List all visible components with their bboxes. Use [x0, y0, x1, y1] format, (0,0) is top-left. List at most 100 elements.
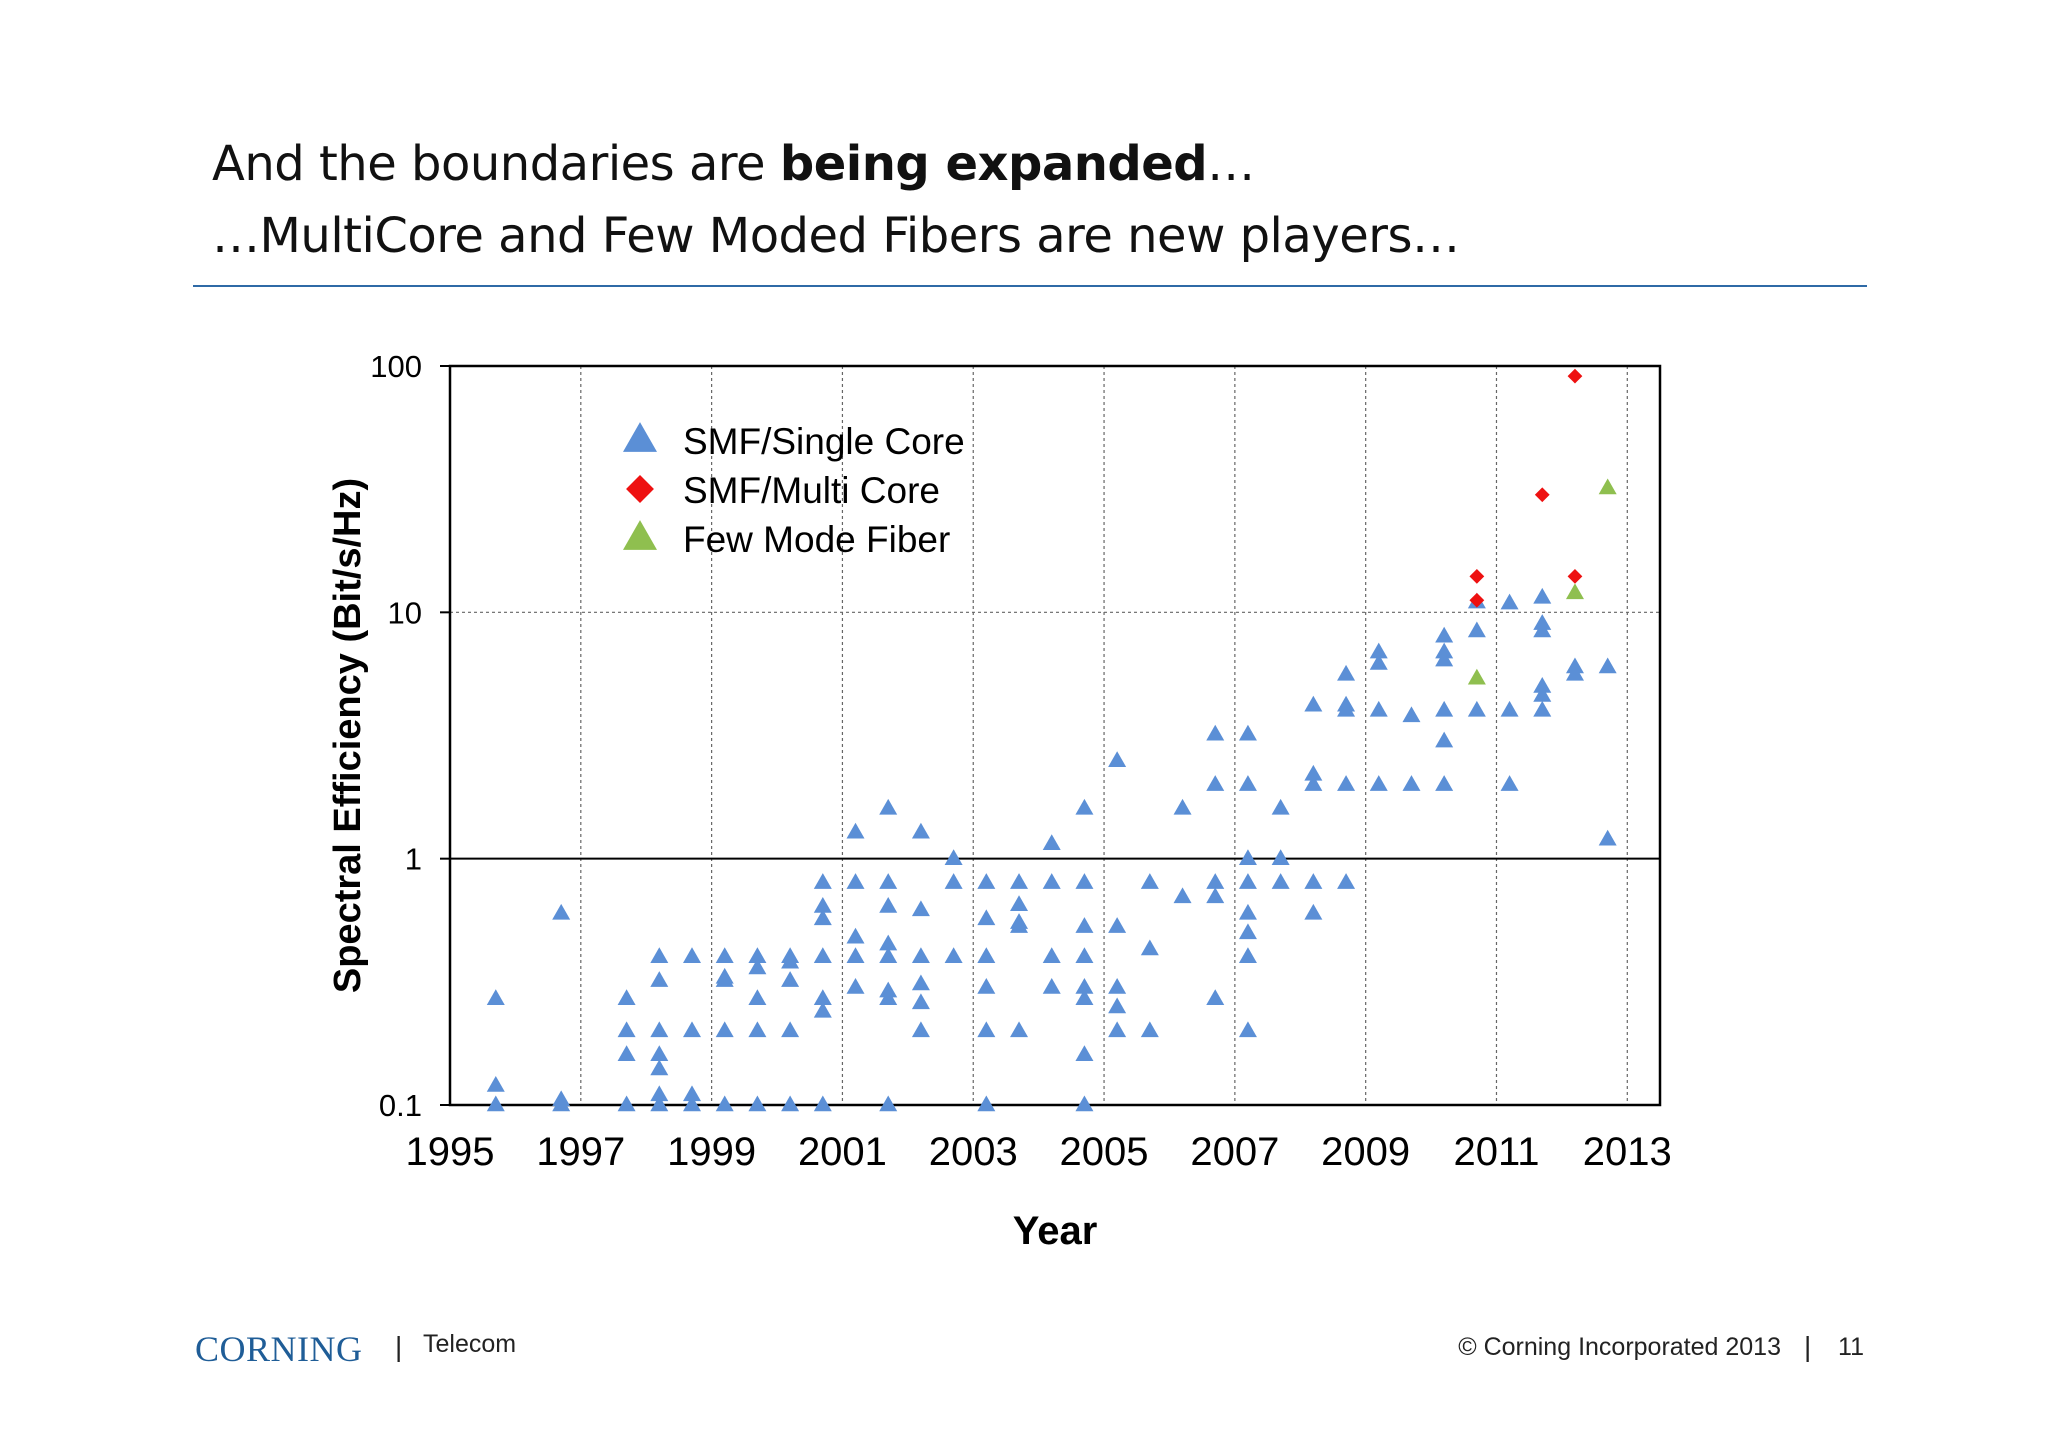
data-point [1369, 654, 1388, 670]
corning-logo: CORNING [195, 1329, 363, 1369]
data-point [1337, 775, 1356, 791]
data-points [486, 368, 1617, 1112]
data-point [977, 909, 996, 926]
y-tick-label: 1 [405, 842, 422, 877]
data-point [1435, 626, 1454, 643]
data-point [944, 947, 963, 963]
data-point [683, 1021, 701, 1038]
data-point [748, 1095, 767, 1112]
data-point [486, 1095, 505, 1112]
data-point [879, 989, 898, 1006]
x-tick-label: 1999 [667, 1130, 756, 1174]
data-point [552, 1095, 571, 1112]
data-point [683, 1085, 701, 1102]
data-point [977, 873, 996, 889]
data-point [1010, 1021, 1029, 1038]
data-point [813, 873, 832, 889]
x-tick-label: 2005 [1060, 1130, 1149, 1174]
data-point [1075, 873, 1094, 889]
data-point [486, 1076, 505, 1092]
data-point [683, 947, 701, 963]
data-point [1042, 834, 1061, 851]
y-tick-label: 0.1 [379, 1088, 422, 1123]
x-tick-label: 1995 [406, 1130, 495, 1174]
data-point [650, 1085, 669, 1102]
footer-division: Telecom [423, 1330, 517, 1358]
data-point [1598, 657, 1617, 674]
data-point [781, 1021, 800, 1038]
data-point [1042, 873, 1061, 889]
data-point [911, 900, 930, 917]
data-point [1467, 700, 1486, 717]
legend-marker [626, 475, 654, 503]
data-point [1075, 917, 1094, 933]
data-point [1567, 368, 1583, 384]
data-point [1173, 887, 1192, 904]
data-point [911, 822, 930, 839]
data-point [977, 978, 996, 994]
data-point [813, 947, 832, 963]
legend-marker [623, 520, 657, 550]
data-point [944, 873, 963, 889]
footer-separator: | [395, 1331, 403, 1362]
data-point [813, 896, 832, 913]
data-point [617, 989, 636, 1006]
data-point [879, 896, 898, 913]
data-point [748, 958, 767, 975]
data-point [715, 1021, 734, 1038]
data-point [813, 1001, 832, 1018]
data-point [486, 989, 505, 1006]
data-point [1108, 1021, 1127, 1038]
y-tick-label: 100 [370, 349, 422, 384]
data-point [1042, 947, 1061, 963]
data-point [1075, 978, 1094, 994]
data-point [977, 1095, 996, 1112]
data-point [748, 1021, 767, 1038]
data-point [813, 909, 832, 926]
data-point [1565, 583, 1584, 600]
footer-separator: | [1804, 1331, 1812, 1362]
data-point [715, 947, 734, 963]
data-point [748, 989, 767, 1006]
data-point [1469, 568, 1485, 584]
x-tick-label: 2003 [929, 1130, 1018, 1174]
data-point [1304, 903, 1323, 920]
data-point [1435, 650, 1454, 667]
data-point [1108, 751, 1127, 767]
data-point [911, 1021, 930, 1038]
data-point [846, 978, 865, 994]
data-point [1500, 593, 1519, 610]
y-axis-label: Spectral Efficiency (Bit/s/Hz) [327, 478, 369, 993]
data-point [1206, 775, 1225, 791]
page-number: 11 [1838, 1333, 1864, 1361]
data-point [879, 934, 898, 951]
data-point [1206, 989, 1225, 1006]
legend-marker [623, 422, 657, 452]
data-point [846, 927, 865, 944]
data-point [1534, 487, 1550, 503]
data-point [650, 1021, 669, 1038]
data-point [1010, 895, 1029, 912]
data-point [1238, 923, 1257, 940]
data-point [1206, 724, 1225, 741]
data-point [1271, 798, 1290, 815]
data-point [846, 947, 865, 963]
data-point [1173, 798, 1192, 815]
data-point [650, 1059, 669, 1076]
data-point [1010, 917, 1029, 933]
data-point [650, 1045, 669, 1062]
data-point [1140, 939, 1159, 956]
data-point [1467, 668, 1486, 685]
title-line-1: And the boundaries are being expanded… [212, 136, 1255, 192]
data-point [1467, 621, 1486, 638]
data-point [1369, 700, 1388, 717]
data-point [1435, 642, 1454, 659]
x-tick-label: 2001 [798, 1130, 887, 1174]
data-point [1337, 700, 1356, 717]
data-point [1337, 664, 1356, 681]
footer-copyright: © Corning Incorporated 2013 [1458, 1333, 1781, 1361]
data-point [1533, 587, 1552, 604]
data-point [650, 947, 669, 963]
legend: SMF/Single Core SMF/Multi Core Few Mode Fi… [623, 421, 965, 560]
data-point [879, 947, 898, 963]
